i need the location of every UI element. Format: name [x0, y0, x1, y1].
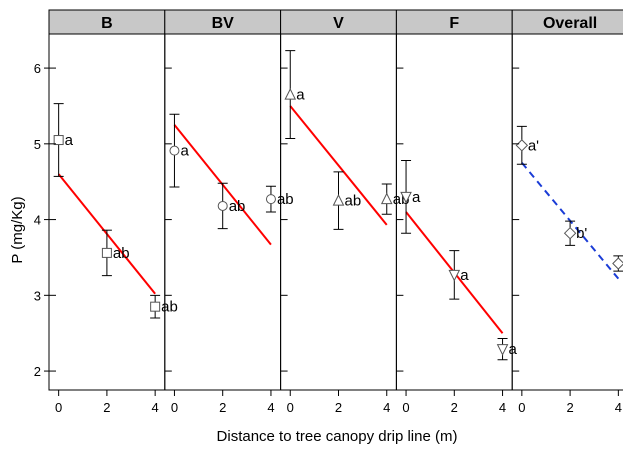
panel-strip-label: B: [101, 15, 113, 32]
significance-label: a: [180, 143, 189, 160]
data-point: [515, 139, 529, 152]
data-point: [284, 87, 297, 100]
data-point: [332, 194, 345, 206]
y-tick-label: 3: [34, 288, 41, 303]
significance-label: a': [528, 137, 539, 154]
y-tick-label: 2: [34, 364, 41, 379]
panel-frame: [511, 33, 623, 391]
significance-label: ab: [161, 299, 178, 316]
y-tick-label: 4: [34, 213, 41, 228]
significance-label: a: [296, 87, 305, 104]
significance-label: a: [412, 189, 421, 206]
data-point: [563, 227, 577, 240]
axes-layer: 2 3 4 5 6: [34, 61, 49, 379]
significance-label: a: [509, 341, 518, 358]
panel-content: [53, 103, 161, 319]
significance-label: b': [576, 225, 587, 242]
data-point: [101, 247, 112, 258]
panel-frame: [48, 33, 166, 391]
panel-strip: [395, 9, 513, 35]
x-tick-label: 4: [152, 400, 159, 415]
panel-strip: [164, 9, 282, 35]
x-tick-label: 0: [402, 400, 409, 415]
panel-strip-label: F: [449, 15, 459, 32]
data-point: [265, 194, 276, 205]
data-point: [612, 257, 623, 270]
data-point: [448, 269, 461, 282]
significance-label: a: [65, 132, 74, 149]
significance-label: ab: [229, 198, 246, 215]
x-tick-label: 4: [267, 400, 274, 415]
panel-content: [284, 50, 393, 230]
x-tick-label: 2: [103, 400, 110, 415]
data-point: [150, 301, 161, 312]
data-point: [400, 191, 412, 204]
x-tick-label: 2: [219, 400, 226, 415]
x-axis-title: Distance to tree canopy drip line (m): [217, 428, 458, 445]
panel-f: F 0 2 4 a a a: [395, 9, 518, 415]
x-tick-label: 0: [55, 400, 62, 415]
x-tick-label: 2: [566, 400, 573, 415]
panel-b: B 0 2 4 a ab ab: [48, 9, 178, 415]
panel-strip: [48, 9, 166, 35]
panel-bv: BV 0 2 4 a ab ab: [164, 9, 294, 415]
significance-label: a: [460, 267, 469, 284]
y-tick-label: 6: [34, 61, 41, 76]
panel-content: [515, 125, 623, 280]
data-point: [169, 145, 180, 156]
x-tick-label: 2: [451, 400, 458, 415]
panel-frame: [395, 33, 513, 391]
panel-strip-label: V: [333, 15, 344, 32]
data-point: [217, 200, 228, 211]
data-point: [53, 135, 64, 146]
panel-strip: [280, 9, 397, 35]
x-tick-label: 0: [171, 400, 178, 415]
significance-label: ab: [113, 245, 130, 262]
panel-content: [400, 159, 509, 361]
x-tick-label: 4: [615, 400, 622, 415]
x-tick-label: 4: [499, 400, 506, 415]
x-tick-label: 0: [287, 400, 294, 415]
panel-v: V 0 2 4 a ab ab: [280, 9, 409, 415]
data-point: [496, 344, 509, 356]
fit-line: [289, 105, 388, 226]
panel-strip-label: BV: [212, 15, 235, 32]
y-tick-label: 5: [34, 137, 41, 152]
data-point: [380, 192, 393, 205]
x-tick-label: 4: [383, 400, 390, 415]
panel-overall: Overall 0 2 4 a' b': [511, 9, 623, 415]
significance-label: ab: [277, 191, 294, 208]
panel-content: [169, 113, 276, 246]
y-axis-title: P (mg/Kg): [9, 196, 26, 263]
significance-label: ab: [345, 193, 362, 210]
x-tick-label: 2: [335, 400, 342, 415]
x-tick-label: 0: [518, 400, 525, 415]
panel-strip-label: Overall: [543, 15, 597, 32]
